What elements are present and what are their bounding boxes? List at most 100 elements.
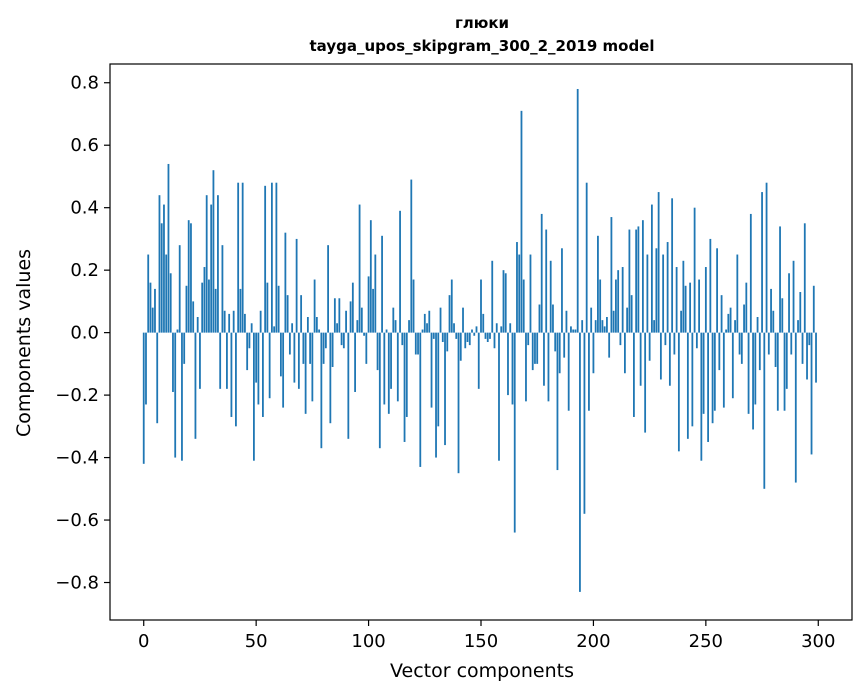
bar-component-164 (511, 332, 514, 405)
bar-component-137 (450, 279, 453, 333)
bar-component-138 (453, 323, 455, 333)
bar-component-214 (624, 332, 626, 374)
bar-component-65 (288, 332, 291, 355)
bar-component-53 (262, 332, 264, 417)
bar-component-132 (439, 307, 442, 333)
bar-component-296 (808, 332, 811, 346)
bar-component-293 (801, 332, 804, 364)
bar-component-254 (713, 332, 716, 411)
bar-component-142 (462, 307, 464, 333)
bar-component-0 (142, 332, 145, 464)
bar-component-116 (403, 332, 406, 442)
bar-component-176 (538, 304, 541, 333)
bar-component-207 (608, 332, 611, 358)
bar-component-235 (671, 198, 674, 333)
bar-component-276 (763, 332, 766, 489)
bar-component-223 (644, 332, 647, 433)
bar-component-267 (743, 304, 745, 333)
bar-component-84 (331, 332, 334, 367)
bar-component-170 (525, 332, 527, 402)
bar-component-34 (219, 332, 222, 389)
bar-component-166 (516, 242, 518, 333)
bar-component-127 (428, 310, 431, 333)
bar-component-98 (363, 332, 365, 336)
bar-component-244 (691, 332, 694, 427)
bar-component-1 (145, 332, 147, 405)
bar-component-95 (356, 320, 359, 333)
bar-component-169 (522, 279, 525, 333)
bar-component-69 (297, 332, 300, 389)
bar-component-230 (659, 332, 662, 380)
bar-component-160 (502, 270, 505, 333)
bar-component-76 (313, 279, 316, 333)
bar-component-155 (491, 260, 494, 333)
x-axis-label: Vector components (390, 660, 574, 682)
y-tick-label: −0.6 (55, 510, 99, 531)
bar-component-129 (432, 332, 435, 339)
bar-component-17 (181, 332, 183, 461)
bar-component-134 (444, 332, 446, 446)
bar-component-146 (471, 329, 473, 333)
bar-component-97 (360, 307, 363, 333)
bar-component-68 (295, 238, 298, 333)
bar-component-38 (228, 313, 231, 333)
bar-component-39 (230, 332, 233, 417)
bar-component-263 (734, 320, 736, 333)
bar-component-64 (286, 295, 289, 333)
bar-component-141 (459, 332, 462, 361)
bar-component-5 (154, 288, 156, 333)
bar-component-297 (810, 332, 813, 455)
bar-component-270 (749, 213, 752, 333)
bar-component-74 (309, 332, 312, 364)
bar-component-62 (282, 332, 285, 408)
bar-component-232 (664, 332, 667, 346)
bar-component-57 (270, 182, 273, 333)
bar-component-49 (253, 332, 255, 461)
bar-component-185 (558, 332, 561, 374)
bar-component-192 (574, 329, 577, 333)
bar-component-250 (704, 267, 707, 333)
bar-component-33 (217, 195, 219, 333)
bar-component-275 (761, 192, 763, 333)
bar-component-159 (500, 326, 503, 333)
bar-component-228 (655, 248, 658, 333)
bar-component-16 (178, 245, 181, 333)
bar-component-89 (342, 332, 345, 349)
y-tick-label: −0.4 (55, 448, 99, 469)
bar-component-153 (486, 332, 489, 342)
bar-component-253 (711, 332, 714, 424)
bar-component-294 (803, 223, 806, 333)
bar-component-47 (248, 332, 251, 349)
bar-component-144 (466, 332, 469, 342)
bar-component-23 (194, 332, 197, 439)
bar-component-3 (149, 282, 152, 333)
bar-component-2 (147, 254, 150, 333)
bar-component-200 (592, 332, 595, 374)
bar-component-281 (774, 332, 777, 367)
bar-component-186 (561, 248, 563, 333)
bar-component-105 (378, 332, 381, 449)
bar-component-50 (255, 332, 258, 383)
bar-component-287 (788, 273, 790, 333)
bar-component-80 (322, 332, 325, 364)
bar-component-249 (702, 332, 705, 414)
bar-component-77 (315, 317, 318, 333)
bar-component-168 (520, 110, 523, 333)
bar-component-218 (633, 332, 635, 417)
bar-component-151 (482, 313, 485, 333)
bar-component-191 (572, 329, 575, 333)
bar-component-123 (419, 332, 422, 467)
bar-component-157 (495, 323, 498, 333)
bar-component-67 (293, 332, 296, 383)
bar-component-106 (381, 235, 383, 333)
bar-component-21 (190, 223, 192, 333)
bar-component-251 (707, 332, 709, 442)
bar-component-118 (408, 320, 410, 333)
bar-component-10 (165, 254, 168, 333)
bar-component-8 (160, 223, 163, 333)
bar-component-30 (210, 204, 213, 333)
bar-component-94 (354, 332, 356, 392)
x-tick-label: 100 (351, 631, 385, 652)
bar-component-126 (426, 323, 428, 333)
bar-component-264 (736, 254, 739, 333)
